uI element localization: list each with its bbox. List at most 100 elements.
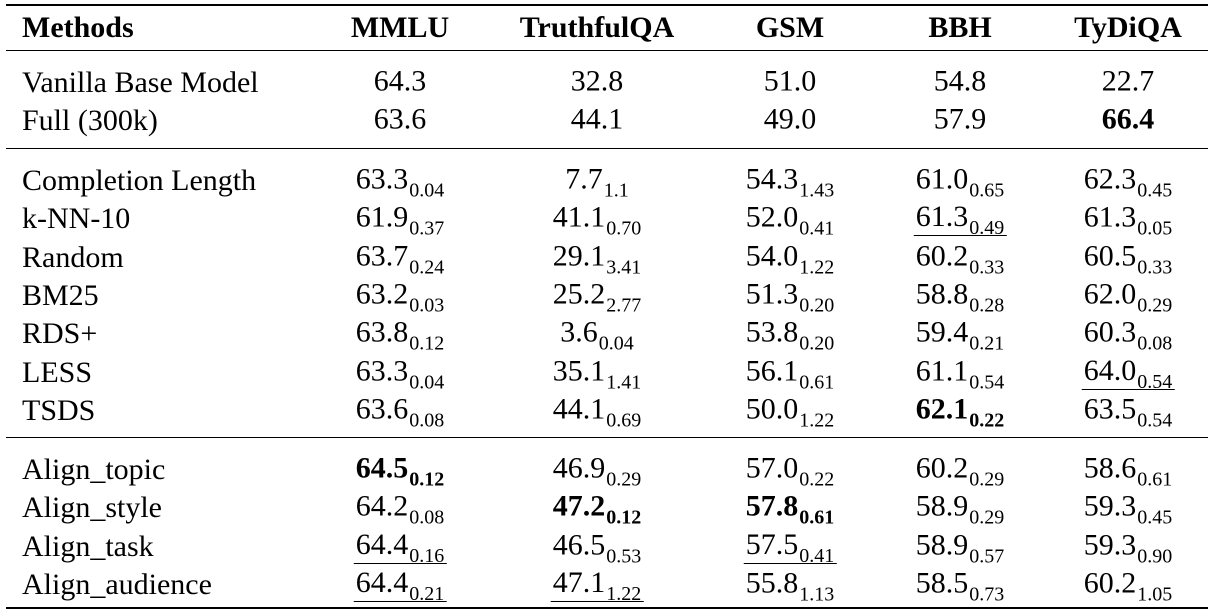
score-cell: 59.30.45 bbox=[1082, 489, 1175, 528]
score-cell: 61.90.37 bbox=[354, 202, 447, 239]
score-value: 59.3 bbox=[1083, 489, 1137, 523]
score-value: 61.1 bbox=[915, 354, 969, 387]
score: 55.81.13 bbox=[744, 566, 837, 605]
score-std: 0.22 bbox=[969, 409, 1005, 432]
score-std: 0.41 bbox=[799, 544, 835, 567]
score: 53.80.20 bbox=[744, 317, 837, 354]
score-value: 52.0 bbox=[745, 200, 799, 234]
score: 52.00.41 bbox=[744, 200, 837, 239]
column-header: GSM bbox=[755, 11, 825, 44]
score-cell: 61.00.65 bbox=[914, 164, 1007, 201]
score-cell: 46.50.53 bbox=[551, 530, 644, 567]
score-value: 25.2 bbox=[552, 277, 606, 311]
score-std: 0.05 bbox=[1137, 217, 1173, 240]
score: 50.01.22 bbox=[744, 394, 837, 431]
score-value: 44.1 bbox=[552, 392, 606, 426]
method-name: Align_task bbox=[22, 529, 154, 563]
score-cell: 57.50.41 bbox=[743, 529, 837, 567]
score-cell: 58.90.29 bbox=[914, 491, 1007, 528]
score: 60.50.33 bbox=[1082, 239, 1175, 278]
score-std: 0.08 bbox=[1137, 332, 1173, 355]
score: 25.22.77 bbox=[551, 277, 644, 316]
score-value: 57.8 bbox=[745, 489, 799, 523]
score-cell: 61.30.49 bbox=[913, 200, 1007, 238]
score: 62.10.22 bbox=[914, 394, 1007, 431]
score-value: 44.1 bbox=[570, 102, 624, 136]
score-cell: 57.9 bbox=[932, 104, 989, 138]
score-value: 60.3 bbox=[1083, 315, 1137, 349]
method-name: Random bbox=[22, 240, 124, 274]
score: 51.0 bbox=[762, 64, 819, 100]
score-std: 0.08 bbox=[409, 409, 445, 432]
score-value: 60.5 bbox=[1083, 239, 1137, 273]
score-std: 0.21 bbox=[969, 332, 1005, 355]
score-cell: 62.00.29 bbox=[1082, 279, 1175, 316]
score: 58.90.57 bbox=[914, 528, 1007, 567]
score: 61.30.49 bbox=[913, 200, 1007, 238]
score: 57.50.41 bbox=[743, 529, 837, 567]
score-cell: 50.01.22 bbox=[744, 394, 837, 431]
score-cell: 64.00.54 bbox=[1081, 355, 1175, 392]
method-name: k-NN-10 bbox=[22, 202, 131, 236]
score-value: 54.0 bbox=[745, 239, 799, 273]
score-std: 0.54 bbox=[969, 371, 1005, 393]
score-value: 58.9 bbox=[915, 528, 969, 562]
score-cell: 56.10.61 bbox=[744, 356, 837, 393]
method-name: Align_topic bbox=[22, 453, 166, 486]
score: 51.30.20 bbox=[744, 277, 837, 316]
score-std: 0.16 bbox=[409, 544, 445, 567]
score-std: 0.61 bbox=[1137, 468, 1173, 491]
score: 54.31.43 bbox=[744, 164, 837, 201]
score: 59.30.90 bbox=[1082, 530, 1175, 567]
score: 63.70.24 bbox=[354, 241, 447, 278]
column-header: MMLU bbox=[350, 11, 450, 44]
score: 64.20.08 bbox=[354, 491, 447, 528]
score-cell: 22.7 bbox=[1100, 66, 1157, 100]
score-value: 63.6 bbox=[355, 392, 409, 426]
score-value: 58.5 bbox=[915, 566, 969, 600]
score: 62.00.29 bbox=[1082, 279, 1175, 316]
score-std: 0.12 bbox=[409, 332, 445, 355]
score-cell: 58.80.28 bbox=[914, 277, 1007, 316]
score-cell: 63.70.24 bbox=[354, 241, 447, 278]
score-std: 0.37 bbox=[409, 217, 445, 240]
score-cell: 59.40.21 bbox=[914, 317, 1007, 354]
score: 64.00.54 bbox=[1081, 355, 1175, 392]
score: 63.6 bbox=[372, 104, 429, 138]
score-std: 0.20 bbox=[799, 294, 835, 317]
score-std: 0.70 bbox=[606, 217, 642, 240]
score-value: 47.2 bbox=[552, 489, 606, 523]
score-value: 3.6 bbox=[560, 315, 598, 349]
score: 3.60.04 bbox=[558, 315, 636, 354]
score-std: 0.29 bbox=[606, 468, 642, 491]
score-value: 58.8 bbox=[915, 277, 969, 311]
score-cell: 57.80.61 bbox=[744, 489, 837, 528]
score-std: 0.45 bbox=[1137, 506, 1173, 529]
score-value: 55.8 bbox=[745, 566, 799, 600]
score-cell: 64.40.21 bbox=[353, 567, 447, 605]
score-cell: 58.50.73 bbox=[914, 566, 1007, 605]
score-std: 0.21 bbox=[409, 582, 445, 605]
score-value: 51.0 bbox=[763, 64, 817, 98]
score-cell: 64.3 bbox=[372, 66, 429, 100]
score-value: 60.2 bbox=[915, 451, 969, 485]
score-value: 63.3 bbox=[355, 162, 409, 196]
score-std: 0.12 bbox=[409, 468, 445, 491]
score-cell: 25.22.77 bbox=[551, 277, 644, 316]
score: 47.20.12 bbox=[551, 489, 644, 528]
score-value: 51.3 bbox=[745, 277, 799, 311]
score: 32.8 bbox=[569, 64, 626, 100]
score-std: 0.57 bbox=[969, 545, 1005, 568]
score: 57.80.61 bbox=[744, 489, 837, 528]
score-value: 32.8 bbox=[570, 64, 624, 98]
score-std: 0.08 bbox=[409, 506, 445, 529]
score: 61.00.65 bbox=[914, 164, 1007, 201]
method-name: Align_audience bbox=[22, 567, 212, 601]
score-cell: 63.30.04 bbox=[354, 162, 447, 201]
method-name: Vanilla Base Model bbox=[22, 66, 259, 99]
column-header: TyDiQA bbox=[1074, 11, 1182, 44]
score-value: 61.3 bbox=[915, 200, 969, 234]
score-value: 7.7 bbox=[565, 162, 603, 196]
column-header: TruthfulQA bbox=[519, 11, 675, 44]
